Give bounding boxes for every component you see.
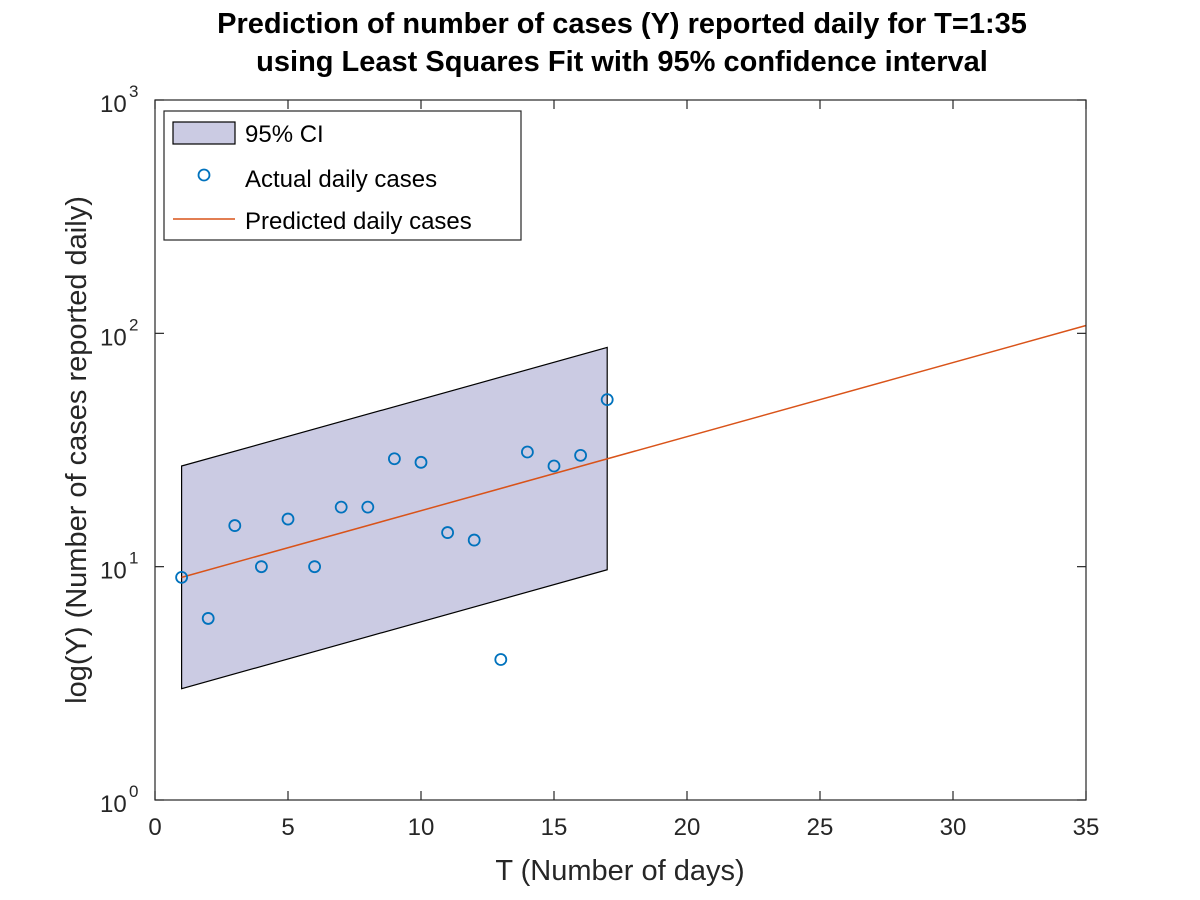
data-point — [228, 519, 242, 532]
legend-ci-label: 95% CI — [245, 121, 324, 148]
y-tick-exponent: 2 — [129, 315, 138, 334]
prediction-line — [181, 324, 1087, 579]
y-tick-label: 10 — [100, 791, 127, 818]
legend-actual-marker — [197, 168, 211, 182]
data-point — [414, 455, 428, 469]
legend-ci-swatch — [172, 121, 236, 145]
data-point — [547, 459, 561, 473]
legend: 95% CI Actual daily cases Predicted dail… — [163, 110, 522, 241]
data-point — [254, 560, 268, 574]
axes-box — [154, 99, 1087, 801]
x-tick-label: 0 — [148, 814, 161, 841]
prediction-line-layer — [181, 324, 1087, 579]
data-point — [387, 452, 401, 466]
x-tick-label: 25 — [807, 814, 834, 841]
data-point — [201, 612, 215, 625]
chart-title-line-1: Prediction of number of cases (Y) report… — [217, 8, 1027, 40]
data-point — [175, 570, 189, 584]
legend-actual-label: Actual daily cases — [245, 166, 437, 193]
y-tick-exponent: 1 — [129, 549, 138, 568]
x-tick-label: 35 — [1073, 814, 1100, 841]
data-point — [574, 448, 587, 462]
x-tick-label: 20 — [674, 814, 701, 841]
x-axis-label: T (Number of days) — [495, 855, 744, 887]
data-point — [361, 500, 375, 514]
y-tick-label: 10 — [100, 558, 127, 585]
x-tick-label: 5 — [281, 814, 294, 841]
y-tick-exponent: 0 — [129, 782, 138, 801]
legend-predicted-label: Predicted daily cases — [245, 208, 472, 235]
data-point — [494, 653, 508, 666]
x-tick-label: 30 — [940, 814, 967, 841]
y-tick-label: 10 — [100, 91, 127, 118]
data-point — [441, 526, 455, 539]
data-point — [308, 560, 322, 574]
data-point — [467, 533, 481, 547]
chart-title-line-2: using Least Squares Fit with 95% confide… — [256, 46, 988, 78]
y-tick-exponent: 3 — [129, 82, 138, 101]
data-point — [521, 445, 534, 459]
y-axis-label: log(Y) (Number of cases reported daily) — [61, 196, 93, 704]
data-point — [334, 500, 348, 514]
markers-layer — [175, 393, 614, 666]
data-point — [600, 393, 614, 406]
x-ticks: 0 5 10 15 20 25 30 35 — [148, 100, 1099, 841]
x-tick-label: 15 — [541, 814, 568, 841]
data-point — [281, 512, 295, 526]
x-tick-label: 10 — [408, 814, 435, 841]
y-tick-label: 10 — [100, 324, 127, 351]
